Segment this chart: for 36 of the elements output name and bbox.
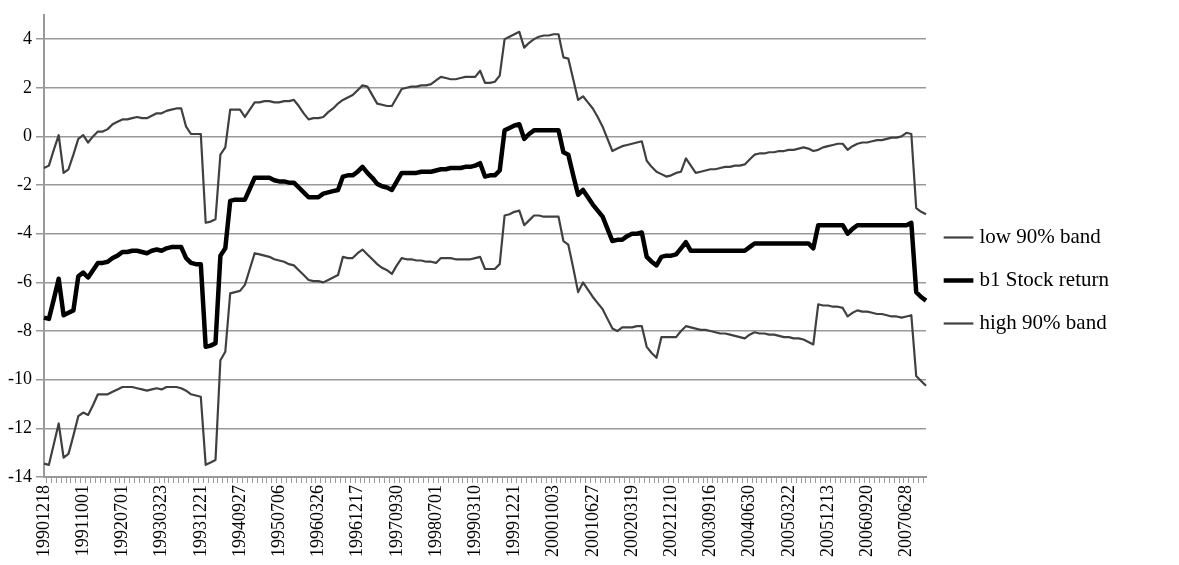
y-tick-label: -2 [16, 173, 32, 194]
y-tick-label: -6 [16, 271, 32, 292]
x-tick-label: 19961217 [346, 485, 367, 557]
x-tick-label: 20030916 [699, 485, 720, 557]
x-tick-label: 19980701 [424, 485, 445, 557]
y-tick-label: 0 [22, 125, 32, 146]
legend-label: b1 Stock return [979, 267, 1110, 292]
legend-label: low 90% band [979, 224, 1102, 249]
x-tick-label: 19940927 [228, 485, 249, 557]
x-tick-label: 20001003 [542, 485, 563, 557]
x-tick-label: 19970930 [385, 485, 406, 557]
x-tick-label: 20051213 [816, 485, 837, 557]
y-tick-label: 2 [22, 76, 32, 97]
x-tick-label: 19991221 [503, 485, 524, 557]
x-tick-label: 20070628 [895, 485, 916, 557]
x-tick-label: 20021210 [659, 485, 680, 557]
y-tick-label: -14 [7, 465, 32, 486]
x-tick-label: 20050322 [777, 485, 798, 557]
x-tick-label: 20060920 [855, 485, 876, 557]
x-tick-label: 19911001 [71, 485, 92, 557]
x-tick-label: 20020319 [620, 485, 641, 557]
x-tick-label: 19930323 [150, 485, 171, 557]
x-tick-label: 20040630 [738, 485, 759, 557]
x-tick-label: 19960326 [307, 485, 328, 557]
x-tick-label: 19920701 [111, 485, 132, 557]
x-tick-label: 19950706 [267, 485, 288, 557]
legend-label: high 90% band [979, 310, 1108, 335]
y-tick-label: -4 [16, 222, 32, 243]
x-tick-label: 19990310 [463, 485, 484, 557]
x-tick-label: 19901218 [32, 485, 53, 557]
y-tick-label: -8 [16, 319, 32, 340]
x-tick-label: 19931221 [189, 485, 210, 557]
x-tick-label: 20010627 [581, 485, 602, 557]
y-tick-label: -12 [7, 417, 32, 438]
y-tick-label: 4 [22, 27, 32, 48]
y-tick-label: -10 [7, 368, 32, 389]
